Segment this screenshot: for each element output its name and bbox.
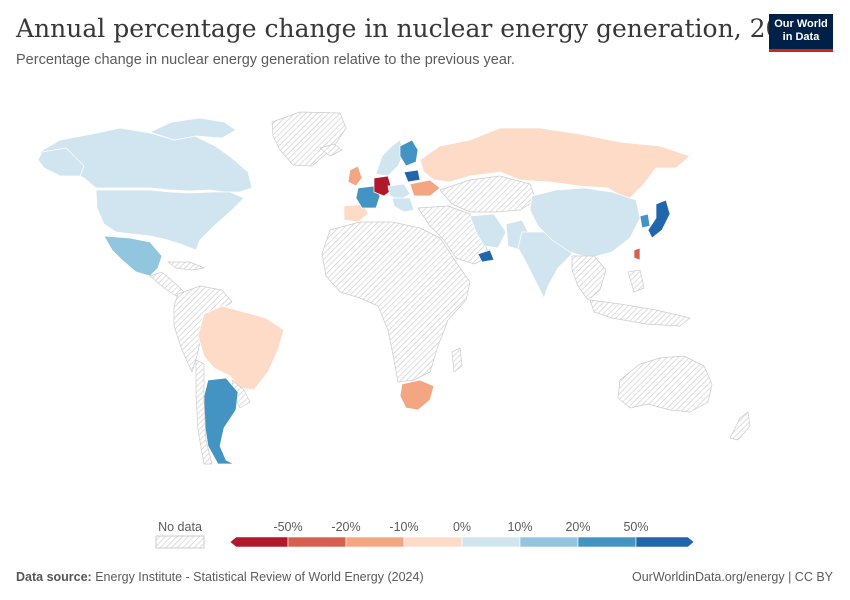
- legend-tick-label: -50%: [273, 520, 302, 534]
- chile-region[interactable]: [195, 359, 213, 465]
- mexico-region[interactable]: [103, 235, 163, 277]
- philippines-region[interactable]: [627, 269, 645, 293]
- canada-region[interactable]: [39, 127, 253, 193]
- legend-tick-label: 20%: [565, 520, 590, 534]
- legend-bin[interactable]: [403, 536, 463, 548]
- russia-region[interactable]: [419, 127, 691, 201]
- finland-region[interactable]: [399, 139, 419, 167]
- arctic-islands-region[interactable]: [149, 117, 237, 141]
- belarus-region[interactable]: [403, 169, 421, 183]
- legend-bin[interactable]: [635, 536, 695, 548]
- legend-tick-label: -10%: [389, 520, 418, 534]
- china-region[interactable]: [529, 187, 641, 259]
- chart-title: Annual percentage change in nuclear ener…: [16, 14, 814, 43]
- uk-region[interactable]: [347, 165, 363, 187]
- legend-no-data-label: No data: [158, 520, 202, 534]
- legend-bin[interactable]: [577, 536, 637, 548]
- legend-bin[interactable]: [229, 536, 289, 548]
- caribbean-region[interactable]: [167, 261, 205, 271]
- central-america-region[interactable]: [149, 271, 185, 297]
- legend-no-data-swatch: [155, 535, 205, 549]
- chart-subtitle: Percentage change in nuclear energy gene…: [16, 52, 515, 68]
- legend-bin[interactable]: [519, 536, 579, 548]
- south-korea-region[interactable]: [639, 213, 651, 229]
- world-map: [37, 111, 751, 465]
- owid-logo[interactable]: Our World in Data: [769, 14, 833, 52]
- legend-tick-labels: -50% -20% -10% 0% 10% 20% 50%: [273, 520, 648, 534]
- southeast-asia-region[interactable]: [571, 255, 607, 301]
- australia-region[interactable]: [617, 355, 713, 413]
- map-legend: No data -50% -20% -10% 0% 10% 20% 50%: [155, 520, 695, 549]
- usa-region[interactable]: [95, 189, 245, 251]
- data-source-text[interactable]: Energy Institute - Statistical Review of…: [95, 570, 424, 584]
- north-africa-region[interactable]: [321, 221, 471, 383]
- germany-region[interactable]: [373, 175, 393, 197]
- greenland-region[interactable]: [271, 111, 347, 167]
- indonesia-region[interactable]: [589, 299, 691, 327]
- balkans-region[interactable]: [391, 197, 415, 213]
- logo-line-2: in Data: [782, 31, 820, 43]
- legend-tick-label: 0%: [453, 520, 471, 534]
- legend-tick-label: -20%: [331, 520, 360, 534]
- legend-bin[interactable]: [345, 536, 405, 548]
- japan-region[interactable]: [647, 199, 671, 239]
- madagascar-region[interactable]: [451, 347, 463, 373]
- url-license[interactable]: OurWorldinData.org/energy | CC BY: [631, 570, 833, 584]
- legend-bin[interactable]: [287, 536, 347, 548]
- uae-region[interactable]: [477, 249, 495, 263]
- logo-line-1: Our World: [774, 18, 828, 30]
- data-source-label: Data source:: [16, 570, 92, 584]
- legend-color-bins: [229, 536, 695, 548]
- ukraine-region[interactable]: [409, 179, 441, 197]
- legend-bin[interactable]: [461, 536, 521, 548]
- south-africa-region[interactable]: [399, 379, 435, 411]
- central-asia-region[interactable]: [439, 175, 537, 213]
- legend-tick-label: 50%: [623, 520, 648, 534]
- brazil-region[interactable]: [197, 305, 285, 391]
- alaska-region[interactable]: [37, 147, 85, 177]
- taiwan-region[interactable]: [633, 247, 641, 261]
- iran-region[interactable]: [469, 213, 507, 249]
- legend-tick-label: 10%: [507, 520, 532, 534]
- scandinavia-region[interactable]: [375, 139, 405, 177]
- iceland-region[interactable]: [319, 143, 343, 157]
- central-europe-region[interactable]: [387, 183, 411, 201]
- new-zealand-region[interactable]: [729, 411, 751, 441]
- data-source: Data source: Energy Institute - Statisti…: [16, 570, 424, 584]
